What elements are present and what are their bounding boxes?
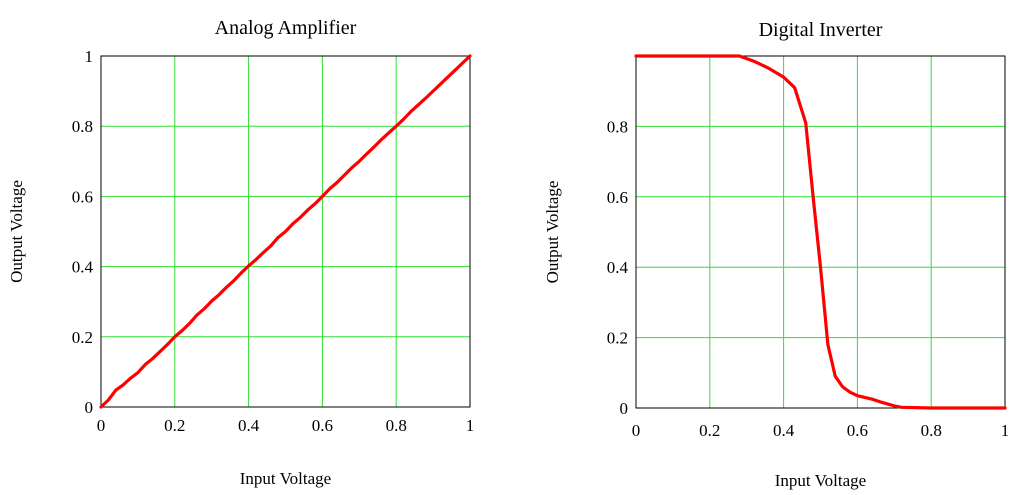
chart0-y-tick-label: 0.8 [72,117,93,136]
chart1-x-tick-label: 1 [1001,421,1010,440]
chart1-y-tick-label: 0 [620,399,629,418]
chart0-series-line-0 [99,54,472,409]
chart1-x-axis-label: Input Voltage [775,471,866,490]
chart0-y-tick-label: 0.2 [72,328,93,347]
chart0-x-axis-label: Input Voltage [240,469,331,488]
chart0-y-tick-label: 0.4 [72,258,94,277]
chart1-title: Digital Inverter [759,19,883,41]
chart1-y-tick-label: 0.4 [607,258,629,277]
chart1-x-tick-label: 0.6 [847,421,868,440]
chart1-x-tick-label: 0.4 [773,421,795,440]
chart0-x-tick-label: 1 [466,416,475,435]
chart0-y-tick-label: 0 [85,398,94,417]
chart0-x-tick-label: 0.2 [164,416,185,435]
chart1-y-tick-label: 0.6 [607,188,628,207]
chart1-x-tick-label: 0 [632,421,641,440]
chart0-x-tick-label: 0.4 [238,416,260,435]
chart1-x-tick-label: 0.2 [699,421,720,440]
chart0-x-tick-label: 0 [97,416,106,435]
chart0-x-tick-label: 0.8 [386,416,407,435]
chart0-y-axis-label: Output Voltage [7,180,26,283]
analog-amplifier-chart: 0 0.2 0.4 0.6 0.8 1 0 0.2 0.4 0.6 0.8 1 Analog Ampli… [7,17,474,488]
chart0-x-tick-label: 0.6 [312,416,333,435]
chart0-y-tick-label: 0.6 [72,187,93,206]
chart0-title: Analog Amplifier [215,17,357,39]
chart0-y-tick-label: 1 [85,47,94,66]
chart0-plot-frame [100,55,471,408]
chart1-y-tick-label: 0.8 [607,117,628,136]
chart1-y-tick-label: 0.2 [607,329,628,348]
chart1-plot-frame [635,55,1006,409]
chart1-y-axis-label: Output Voltage [543,181,562,284]
digital-inverter-chart: 0 0.2 0.4 0.6 0.8 1 0 0.2 0.4 0.6 0.8 Digital Inver… [543,19,1009,490]
chart1-series-line-0 [634,54,1007,410]
chart1-x-tick-label: 0.8 [921,421,942,440]
